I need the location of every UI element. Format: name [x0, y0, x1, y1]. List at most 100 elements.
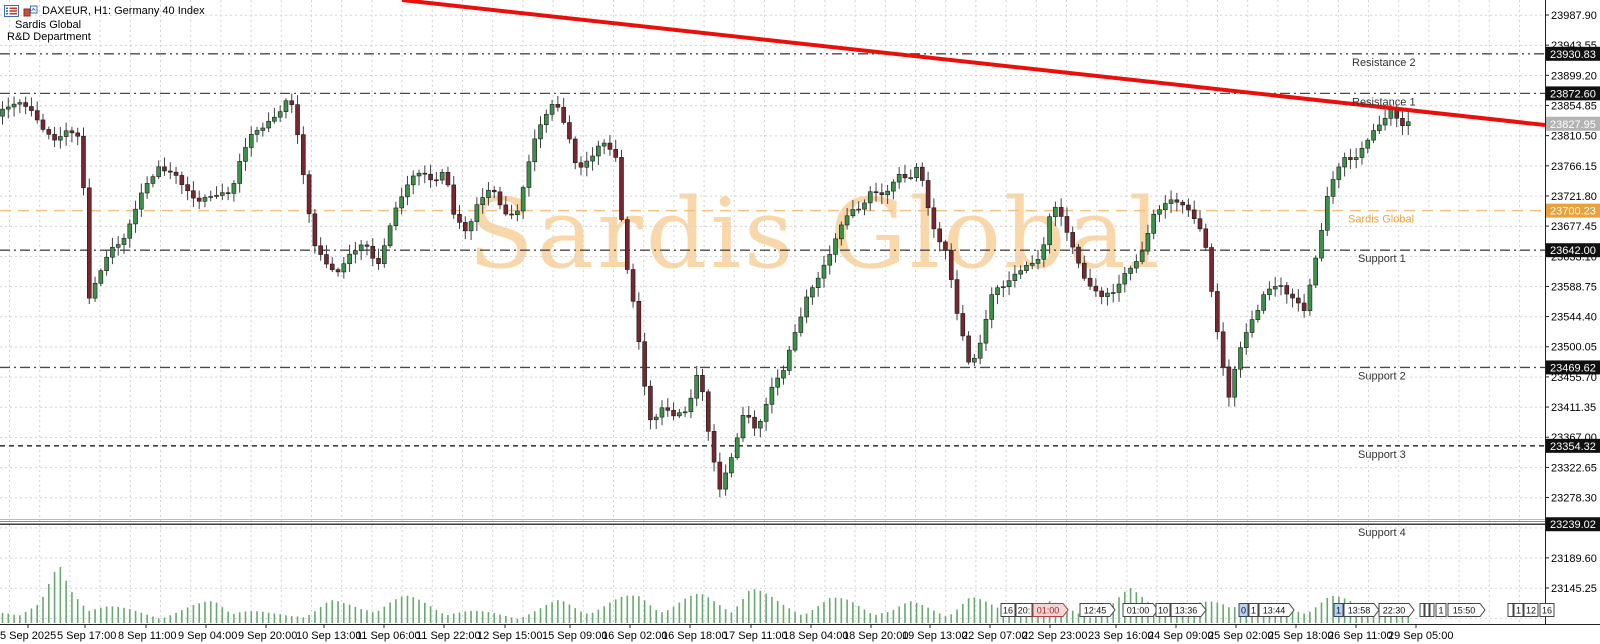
- time-tick-label: 22 Sep 23:00: [1022, 630, 1087, 642]
- time-tick-label: 12 Sep 15:00: [477, 630, 542, 642]
- price-tick-label: 23322.65: [1551, 462, 1597, 474]
- brand-line-1: Sardis Global: [15, 19, 82, 31]
- price-badge-resistance-2: [1546, 46, 1600, 61]
- price-tick-label: 23544.40: [1551, 312, 1597, 324]
- time-flag-label: 16: [1003, 606, 1013, 616]
- time-tick-label: 11 Sep 06:00: [356, 630, 421, 642]
- price-tick-label: 23810.50: [1551, 131, 1597, 143]
- time-flag[interactable]: [1539, 603, 1555, 617]
- price-tick-label: 23987.90: [1551, 10, 1597, 22]
- time-flag-label: 12: [1526, 606, 1536, 616]
- price-badge-support-3: [1546, 438, 1600, 453]
- time-flag-label: 15:50: [1453, 606, 1476, 616]
- time-tick-label: 26 Sep 11:00: [1328, 630, 1393, 642]
- time-flag[interactable]: [1015, 603, 1033, 617]
- price-badge-value: 23930.83: [1550, 49, 1596, 61]
- level-label-support-1: Support 1: [1358, 253, 1406, 265]
- tick-list-icon[interactable]: [4, 4, 19, 17]
- level-label-support-2: Support 2: [1358, 370, 1406, 382]
- price-badge-current-price: [1546, 116, 1600, 131]
- time-flag-label: 16: [1542, 606, 1552, 616]
- time-axis[interactable]: 5 Sep 2025 5 Sep 17:00 8 Sep 11:00 9 Sep 04…: [0, 624, 1453, 642]
- time-flag[interactable]: [1032, 603, 1069, 617]
- price-badge-value: 23872.60: [1550, 88, 1596, 100]
- price-tick-label: 23677.45: [1551, 221, 1597, 233]
- time-flag[interactable]: [1523, 603, 1539, 617]
- level-labels-layer: Resistance 2 Resistance 1 Sardis Global Sup…: [1348, 57, 1416, 539]
- time-flag-label: 13:58: [1348, 606, 1371, 616]
- time-flag-label: 01:00: [1127, 606, 1150, 616]
- time-flag[interactable]: [1238, 603, 1249, 617]
- price-tick-label: 23278.30: [1551, 493, 1597, 505]
- brand-line-2: R&D Department: [7, 31, 91, 43]
- level-label-support-4: Support 4: [1358, 527, 1406, 539]
- level-label-sardis-global: Sardis Global: [1348, 214, 1414, 226]
- time-flag-label: 22:30: [1383, 606, 1406, 616]
- price-badge-value: 23700.23: [1550, 206, 1596, 218]
- level-lines-layer[interactable]: [0, 53, 1545, 525]
- time-tick-label: 9 Sep 04:00: [178, 630, 237, 642]
- axis-frame: [0, 0, 1600, 625]
- time-flag[interactable]: [1000, 603, 1016, 617]
- time-flag-label: 20:: [1018, 606, 1031, 616]
- time-flag-label: 1: [1438, 606, 1443, 616]
- time-flag[interactable]: [1507, 603, 1514, 617]
- time-flag[interactable]: [1333, 603, 1344, 617]
- price-tick-label: 23766.15: [1551, 161, 1597, 173]
- time-tick-label: 9 Sep 20:00: [238, 630, 297, 642]
- time-flag[interactable]: [1258, 603, 1295, 617]
- time-flag-label: 10: [1158, 606, 1168, 616]
- price-tick-label: 23455.70: [1551, 372, 1597, 384]
- price-tick-label: 23411.35: [1551, 402, 1596, 414]
- level-label-resistance-1: Resistance 1: [1352, 96, 1416, 108]
- time-tick-label: 5 Sep 17:00: [57, 630, 116, 642]
- price-badge-support-4: [1546, 517, 1600, 532]
- time-flag[interactable]: [1378, 603, 1415, 617]
- time-flag[interactable]: [1343, 603, 1380, 617]
- time-tick-label: 15 Sep 09:00: [542, 630, 607, 642]
- time-tick-label: 19 Sep 13:00: [902, 630, 967, 642]
- time-flag[interactable]: [1248, 603, 1259, 617]
- price-tick-label: 23899.20: [1551, 70, 1597, 82]
- time-tick-label: 8 Sep 11:00: [118, 630, 177, 642]
- time-flag-label: 1: [1336, 606, 1341, 616]
- time-tick-label: 23 Sep 16:00: [1088, 630, 1153, 642]
- level-label-resistance-2: Resistance 2: [1352, 57, 1416, 69]
- price-badges-layer: 23930.83 23872.60 23827.95 23700.23 23642.00…: [1546, 46, 1600, 532]
- symbol-title: DAXEUR, H1: Germany 40 Index: [42, 5, 205, 17]
- time-flag[interactable]: [1079, 603, 1116, 617]
- price-tick-label: 23854.85: [1551, 100, 1597, 112]
- time-flag[interactable]: [1447, 603, 1486, 617]
- price-tick-label: 23588.75: [1551, 281, 1597, 293]
- price-badge-resistance-1: [1546, 86, 1600, 101]
- time-tick-label: 10 Sep 13:00: [296, 630, 361, 642]
- time-flag[interactable]: [1513, 603, 1524, 617]
- time-tick-label: 25 Sep 02:00: [1208, 630, 1273, 642]
- time-flag[interactable]: [1424, 603, 1430, 617]
- price-tick-label: 23189.60: [1551, 553, 1597, 565]
- time-tick-label: 18 Sep 20:00: [843, 630, 908, 642]
- time-tick-label: 25 Sep 18:00: [1268, 630, 1333, 642]
- time-flag[interactable]: [1419, 603, 1425, 617]
- price-tick-label: 23500.05: [1551, 342, 1597, 354]
- price-badge-support-1: [1546, 243, 1600, 258]
- candles-layer: [0, 93, 1411, 498]
- ohlc-chart-icon[interactable]: [23, 4, 38, 17]
- time-flag[interactable]: [1170, 603, 1207, 617]
- grid-layer: [0, 0, 1545, 624]
- price-tick-label: 23145.25: [1551, 583, 1597, 595]
- time-flag-label: 1: [1251, 606, 1256, 616]
- time-tick-label: 24 Sep 09:00: [1148, 630, 1213, 642]
- time-flag-label: 12:45: [1084, 606, 1107, 616]
- time-tick-label: 5 Sep 2025: [0, 630, 56, 642]
- time-flag[interactable]: [1429, 603, 1435, 617]
- time-flag[interactable]: [1155, 603, 1171, 617]
- price-badge-value: 23642.00: [1550, 245, 1596, 257]
- price-badge-sardis-global-level: [1546, 203, 1600, 218]
- time-flags-layer[interactable]: 16 20: 01:00 12:45 01:00 10 13:36 0 1 13:44 1 13:58…: [1000, 603, 1555, 617]
- time-flag-label: 01:00: [1037, 606, 1060, 616]
- descending-trendline[interactable]: [401, 0, 1546, 127]
- time-tick-label: 16 Sep 02:00: [602, 630, 667, 642]
- time-flag[interactable]: [1435, 603, 1447, 617]
